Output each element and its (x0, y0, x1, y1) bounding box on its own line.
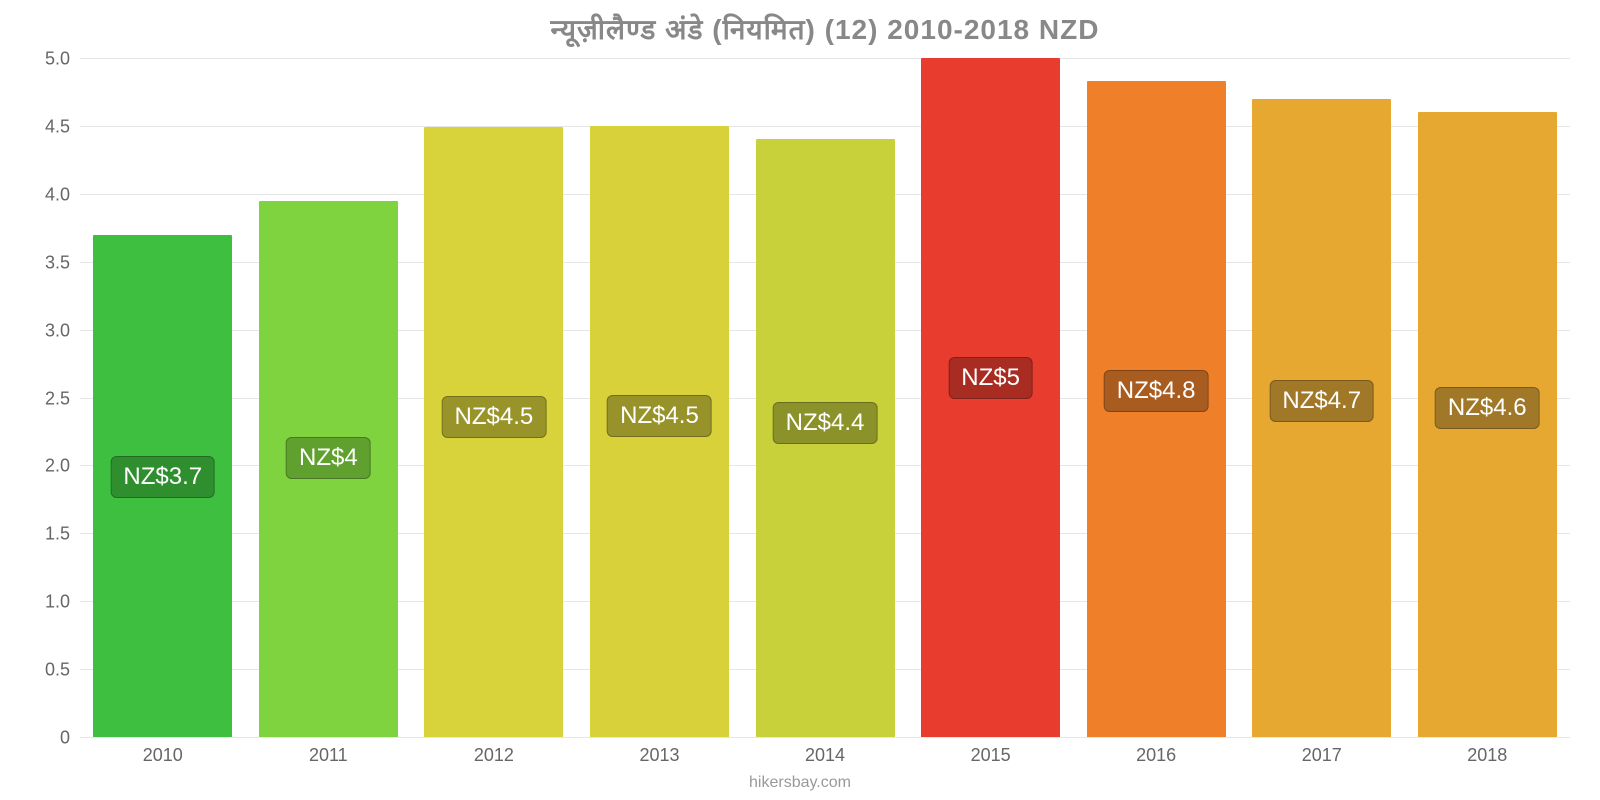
value-badge: NZ$4 (286, 437, 371, 479)
bar: NZ$4.7 (1252, 99, 1391, 737)
y-tick-label: 4.0 (45, 184, 70, 205)
bar-slot: NZ$4.42014 (742, 58, 908, 737)
value-badge: NZ$5 (948, 357, 1033, 399)
bar-slot: NZ$52015 (908, 58, 1074, 737)
bar-slot: NZ$4.52013 (577, 58, 743, 737)
bar: NZ$5 (921, 58, 1060, 737)
value-badge: NZ$4.6 (1435, 387, 1540, 429)
x-tick-label: 2016 (1136, 745, 1176, 766)
bar: NZ$3.7 (93, 235, 232, 737)
bar-slot: NZ$42011 (246, 58, 412, 737)
watermark: hikersbay.com (749, 774, 851, 792)
bar-slot: NZ$4.62018 (1405, 58, 1571, 737)
x-tick-label: 2012 (474, 745, 514, 766)
chart-container: न्यूज़ीलैण्ड अंडे (नियमित) (12) 2010-201… (0, 0, 1600, 800)
x-tick-label: 2011 (309, 745, 348, 766)
bar-slot: NZ$4.52012 (411, 58, 577, 737)
gridline: 0 (80, 737, 1570, 738)
bars-row: NZ$3.72010NZ$42011NZ$4.52012NZ$4.52013NZ… (80, 58, 1570, 737)
bar: NZ$4.5 (424, 127, 563, 737)
plot-area: 00.51.01.52.02.53.03.54.04.55.0 NZ$3.720… (80, 58, 1570, 738)
y-tick-label: 2.0 (45, 456, 70, 477)
bar: NZ$4 (259, 201, 398, 737)
bar-slot: NZ$4.72017 (1239, 58, 1405, 737)
value-badge: NZ$4.8 (1104, 370, 1209, 412)
y-tick-label: 2.5 (45, 388, 70, 409)
bar-slot: NZ$4.82016 (1073, 58, 1239, 737)
x-tick-label: 2010 (143, 745, 183, 766)
y-tick-label: 5.0 (45, 49, 70, 70)
chart-title: न्यूज़ीलैण्ड अंडे (नियमित) (12) 2010-201… (80, 10, 1570, 48)
value-badge: NZ$4.5 (442, 396, 547, 438)
y-tick-label: 4.5 (45, 116, 70, 137)
value-badge: NZ$4.7 (1269, 380, 1374, 422)
x-tick-label: 2018 (1467, 745, 1507, 766)
x-tick-label: 2017 (1302, 745, 1342, 766)
bar-slot: NZ$3.72010 (80, 58, 246, 737)
bar: NZ$4.5 (590, 126, 729, 737)
y-tick-label: 0 (60, 728, 70, 749)
y-tick-label: 0.5 (45, 660, 70, 681)
y-tick-label: 1.5 (45, 524, 70, 545)
x-tick-label: 2015 (971, 745, 1011, 766)
value-badge: NZ$4.5 (607, 395, 712, 437)
bar: NZ$4.6 (1418, 112, 1557, 737)
y-tick-label: 1.0 (45, 592, 70, 613)
x-tick-label: 2014 (805, 745, 845, 766)
bar: NZ$4.4 (756, 139, 895, 737)
y-tick-label: 3.5 (45, 252, 70, 273)
value-badge: NZ$3.7 (110, 456, 215, 498)
x-tick-label: 2013 (639, 745, 679, 766)
bar: NZ$4.8 (1087, 81, 1226, 737)
y-tick-label: 3.0 (45, 320, 70, 341)
value-badge: NZ$4.4 (773, 402, 878, 444)
